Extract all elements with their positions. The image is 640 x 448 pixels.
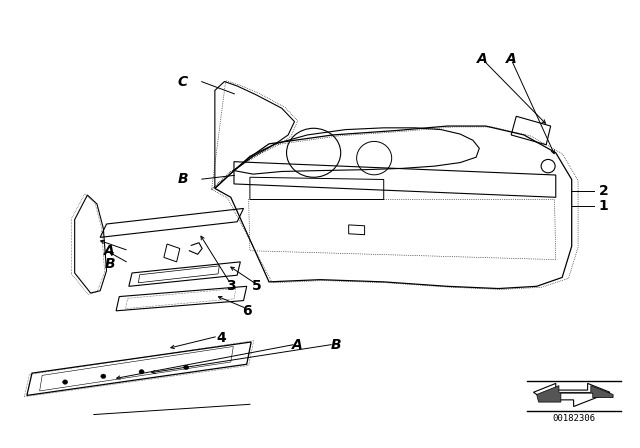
Text: B: B	[331, 338, 341, 352]
Ellipse shape	[63, 380, 68, 384]
Polygon shape	[537, 386, 613, 402]
Ellipse shape	[139, 370, 144, 374]
Text: 2: 2	[598, 184, 609, 198]
Text: A: A	[506, 52, 516, 66]
Text: 6: 6	[242, 304, 252, 318]
Text: B: B	[178, 172, 188, 186]
Text: B: B	[104, 257, 115, 271]
Text: 00182306: 00182306	[553, 414, 596, 423]
Text: 3: 3	[226, 280, 236, 293]
Text: 4: 4	[216, 331, 226, 345]
Text: A: A	[292, 338, 303, 352]
Text: A: A	[104, 244, 115, 258]
Ellipse shape	[100, 374, 106, 379]
Text: 1: 1	[598, 199, 609, 213]
Text: 5: 5	[252, 280, 261, 293]
Ellipse shape	[184, 365, 189, 370]
Text: A: A	[477, 52, 488, 66]
Text: C: C	[178, 74, 188, 89]
